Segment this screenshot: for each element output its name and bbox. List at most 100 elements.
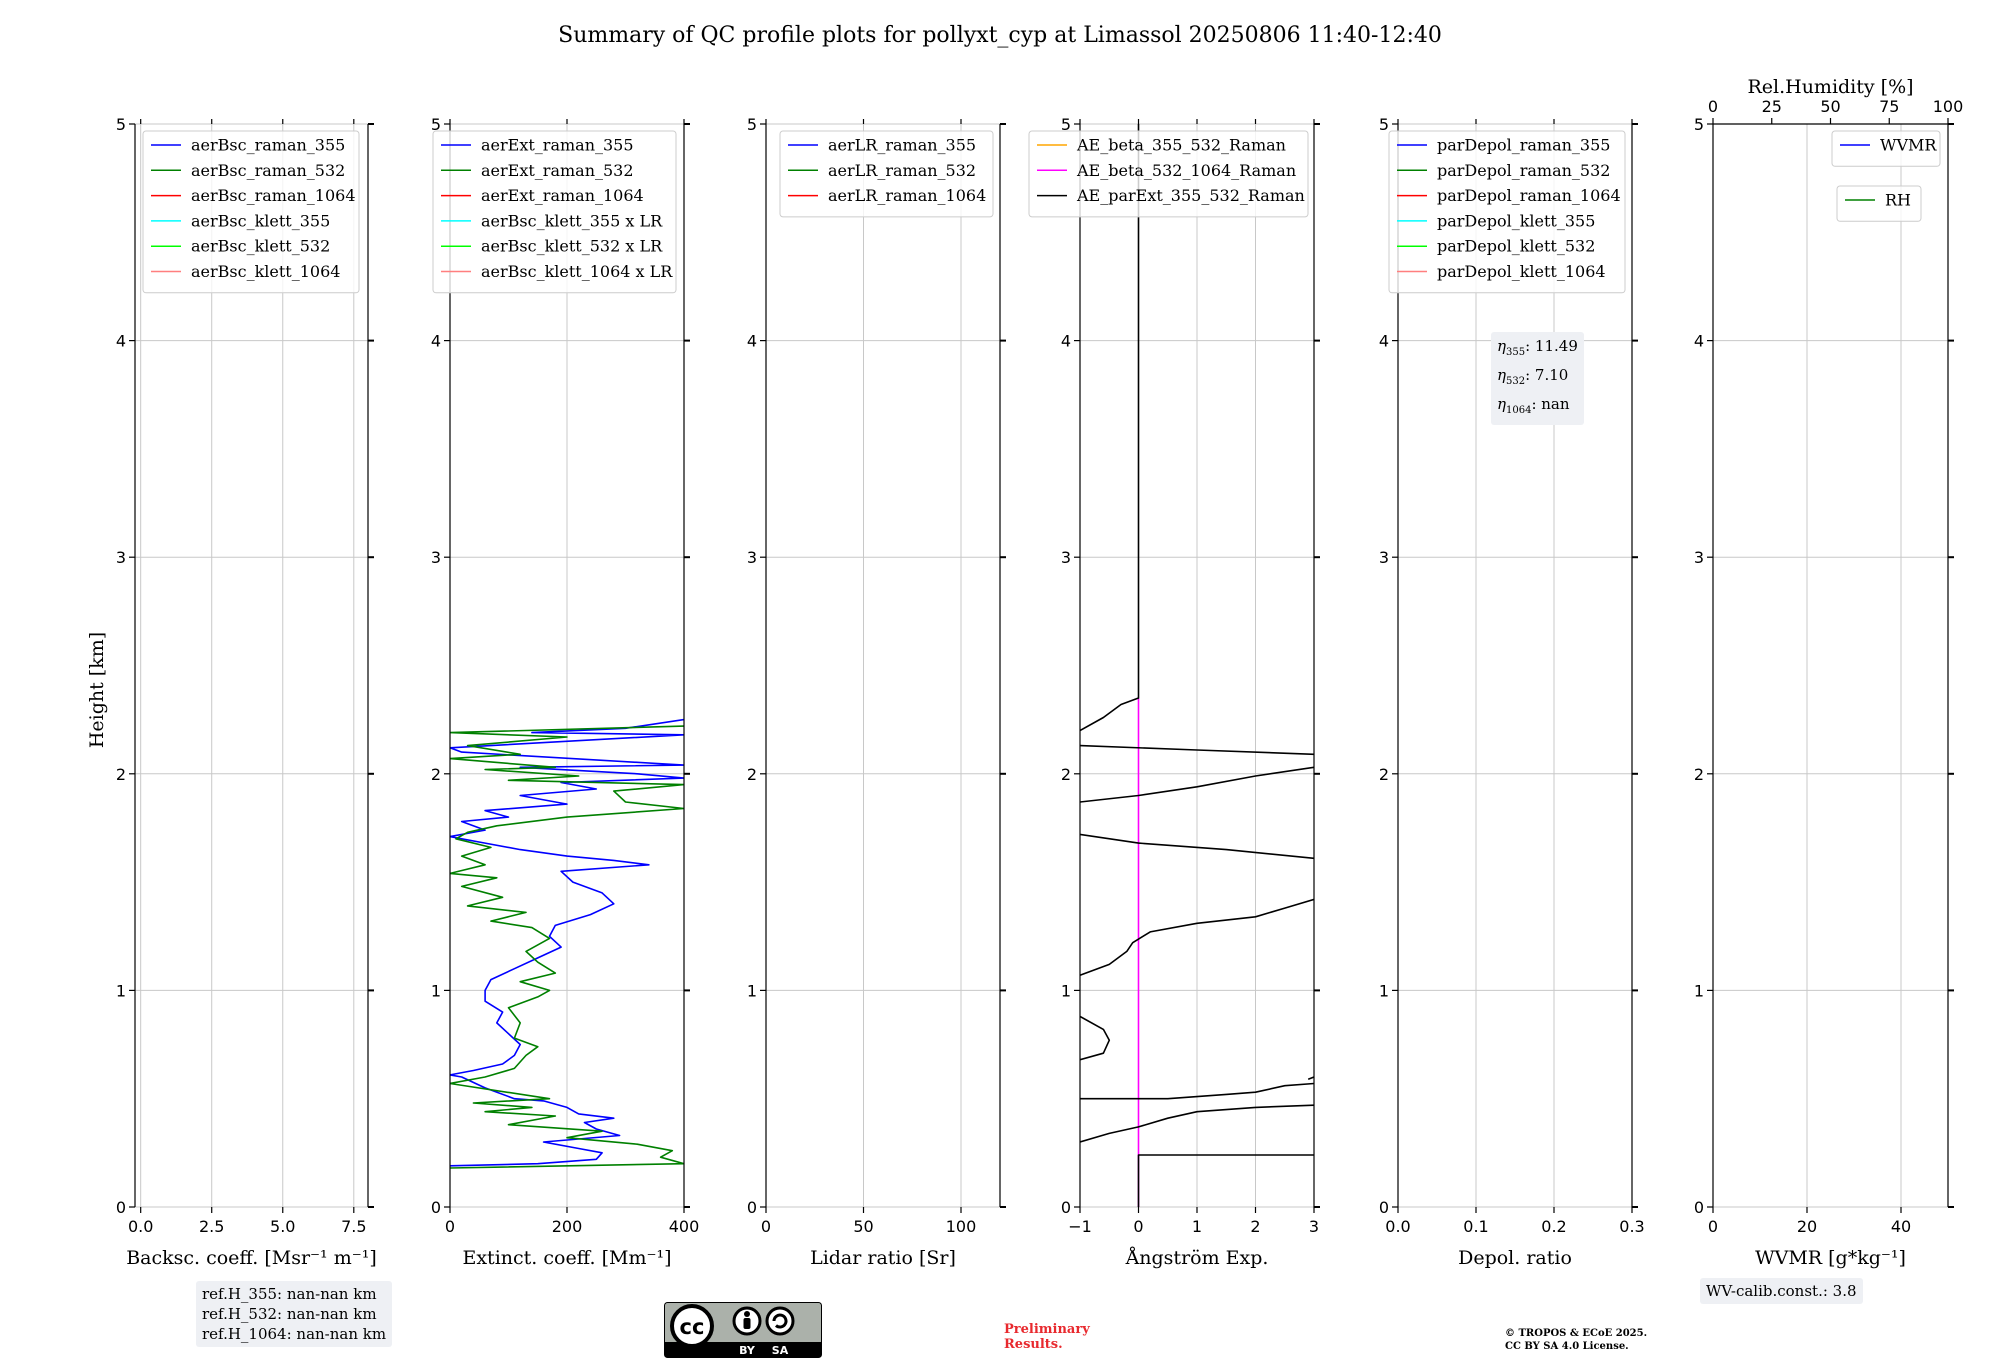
x-axis-label: Ångström Exp. [1125, 1247, 1269, 1269]
legend-bsc-entry: aerBsc_raman_1064 [191, 186, 356, 205]
ref-height-355: ref.H_355: nan-nan km [202, 1285, 377, 1303]
tick-label-x: 200 [552, 1217, 583, 1236]
panel-depol: 0 1 2 3 4 5 0.0 0.1 0.2 0.3 Depol. ratio parDepol_r… [1379, 115, 1645, 1269]
legend-ae-entry: AE_beta_355_532_Raman [1076, 136, 1286, 155]
legend2-wv-entry: RH [1885, 191, 1911, 210]
sa-label: SA [772, 1344, 789, 1357]
legend-wv-frame [1831, 130, 1941, 167]
eta-sub: 355 [1506, 347, 1526, 358]
tick-label-x: 0 [761, 1217, 771, 1236]
series-line-AE_parExt_355_532_Raman [1080, 744, 1314, 756]
legend-lr-frame [779, 130, 994, 218]
series-line-AE_parExt_355_532_Raman [1137, 1154, 1314, 1207]
preliminary-note: Preliminary Results. [1004, 1322, 1090, 1352]
tick-label-y: 4 [1379, 332, 1389, 351]
tick-label-y: 2 [431, 765, 441, 784]
legend-bsc-entry: aerBsc_klett_1064 [191, 262, 340, 281]
legend-lr-entry: aerLR_raman_532 [828, 161, 976, 180]
tick-label-y: 2 [1379, 765, 1389, 784]
cc-icon-text: cc [680, 1315, 705, 1339]
tick-label-y: 5 [116, 115, 126, 134]
tick-label-y: 3 [116, 548, 126, 567]
legend-depol-frame [1388, 130, 1626, 294]
eta-355: η355: 11.49 [1497, 335, 1578, 364]
tick-label-x: 50 [853, 1217, 873, 1236]
eta-sub: 1064 [1506, 405, 1532, 416]
tick-label-x: 40 [1891, 1217, 1911, 1236]
series-group [1080, 124, 1314, 1207]
tick-label-y: 0 [1694, 1198, 1704, 1217]
legend-bsc-entry: aerBsc_klett_532 [191, 237, 330, 256]
x-axis-label: WVMR [g*kg⁻¹] [1755, 1247, 1906, 1269]
tick-label-x-top: 0 [1708, 97, 1718, 116]
ref-height-532: ref.H_532: nan-nan km [202, 1305, 377, 1323]
tick-label-y: 4 [747, 332, 757, 351]
tick-label-y: 1 [1379, 981, 1389, 1000]
series-line-aerExt_raman_532 [450, 725, 684, 1169]
tick-label-x: 5.0 [270, 1217, 295, 1236]
legend-lr-entry: aerLR_raman_1064 [828, 186, 986, 205]
figure-title: Summary of QC profile plots for pollyxt_… [558, 23, 1442, 48]
legend-ext-entry: aerExt_raman_355 [481, 136, 634, 155]
tick-label-x: 0 [1133, 1217, 1143, 1236]
by-icon-body [743, 1318, 751, 1329]
eta-symbol: η [1497, 337, 1506, 355]
series-line-AE_parExt_355_532_Raman [1080, 124, 1140, 732]
tick-label-y: 5 [747, 115, 757, 134]
series-line-AE_parExt_355_532_Raman [1307, 1076, 1314, 1080]
legend-ext-entry: aerBsc_klett_532 x LR [481, 237, 663, 256]
series-group [450, 718, 684, 1169]
tick-label-x: 7.5 [341, 1217, 366, 1236]
legend-depol-entry: parDepol_klett_532 [1437, 237, 1595, 256]
cc-license-badge: cc BY SA [664, 1302, 822, 1358]
series-line-AE_parExt_355_532_Raman [1080, 898, 1314, 976]
tick-label-y: 1 [1061, 981, 1071, 1000]
legend-bsc-entry: aerBsc_raman_355 [191, 136, 345, 155]
wv-calib-box: WV-calib.const.: 3.8 [1700, 1278, 1863, 1304]
series-line-aerExt_raman_355 [450, 718, 684, 1167]
legend-wv-entry: WVMR [1880, 136, 1937, 155]
tick-label-y: 1 [1694, 981, 1704, 1000]
tick-label-x-top: 75 [1879, 97, 1899, 116]
tick-label-y: 3 [747, 548, 757, 567]
tick-label-x: 0.0 [1385, 1217, 1410, 1236]
tick-label-x: −1 [1068, 1217, 1092, 1236]
legend-bsc-entry: aerBsc_raman_532 [191, 161, 345, 180]
legend-depol-entry: parDepol_klett_1064 [1437, 262, 1606, 281]
eta-box: η355: 11.49 η532: 7.10 η1064: nan [1491, 332, 1584, 425]
eta-sub: 532 [1506, 376, 1526, 387]
tick-label-y: 4 [431, 332, 441, 351]
x-axis-label: Backsc. coeff. [Msr⁻¹ m⁻¹] [126, 1247, 377, 1269]
tick-label-y: 4 [1061, 332, 1071, 351]
tick-label-x: 100 [946, 1217, 977, 1236]
series-line-AE_parExt_355_532_Raman [1080, 1104, 1314, 1143]
tick-label-y: 3 [1379, 548, 1389, 567]
tick-label-x: 0.2 [1541, 1217, 1566, 1236]
tick-label-x: 20 [1797, 1217, 1817, 1236]
tick-label-y: 2 [1694, 765, 1704, 784]
tick-label-x-top: 50 [1820, 97, 1840, 116]
tick-label-x: 0 [445, 1217, 455, 1236]
eta-value: : 11.49 [1525, 337, 1578, 355]
panel-ext: 0 1 2 3 4 5 0 200 400 Extinct. coeff. [Mm⁻¹] aerEx… [431, 115, 699, 1269]
tick-label-x-top: 100 [1933, 97, 1964, 116]
x-axis-label: Extinct. coeff. [Mm⁻¹] [462, 1247, 671, 1269]
legend-ext-entry: aerBsc_klett_355 x LR [481, 211, 663, 230]
tick-label-x: 2 [1250, 1217, 1260, 1236]
eta-symbol: η [1497, 395, 1506, 413]
tick-label-y: 3 [431, 548, 441, 567]
legend-ae-frame [1028, 130, 1309, 218]
tick-label-y: 2 [1061, 765, 1071, 784]
tick-label-y: 2 [116, 765, 126, 784]
legend-ext-entry: aerBsc_klett_1064 x LR [481, 262, 673, 281]
eta-symbol: η [1497, 366, 1506, 384]
eta-value: : 7.10 [1525, 366, 1569, 384]
tick-label-y: 5 [431, 115, 441, 134]
tick-label-y: 2 [747, 765, 757, 784]
tick-label-y: 4 [1694, 332, 1704, 351]
by-icon-head [744, 1311, 750, 1317]
tick-label-x: 3 [1309, 1217, 1319, 1236]
